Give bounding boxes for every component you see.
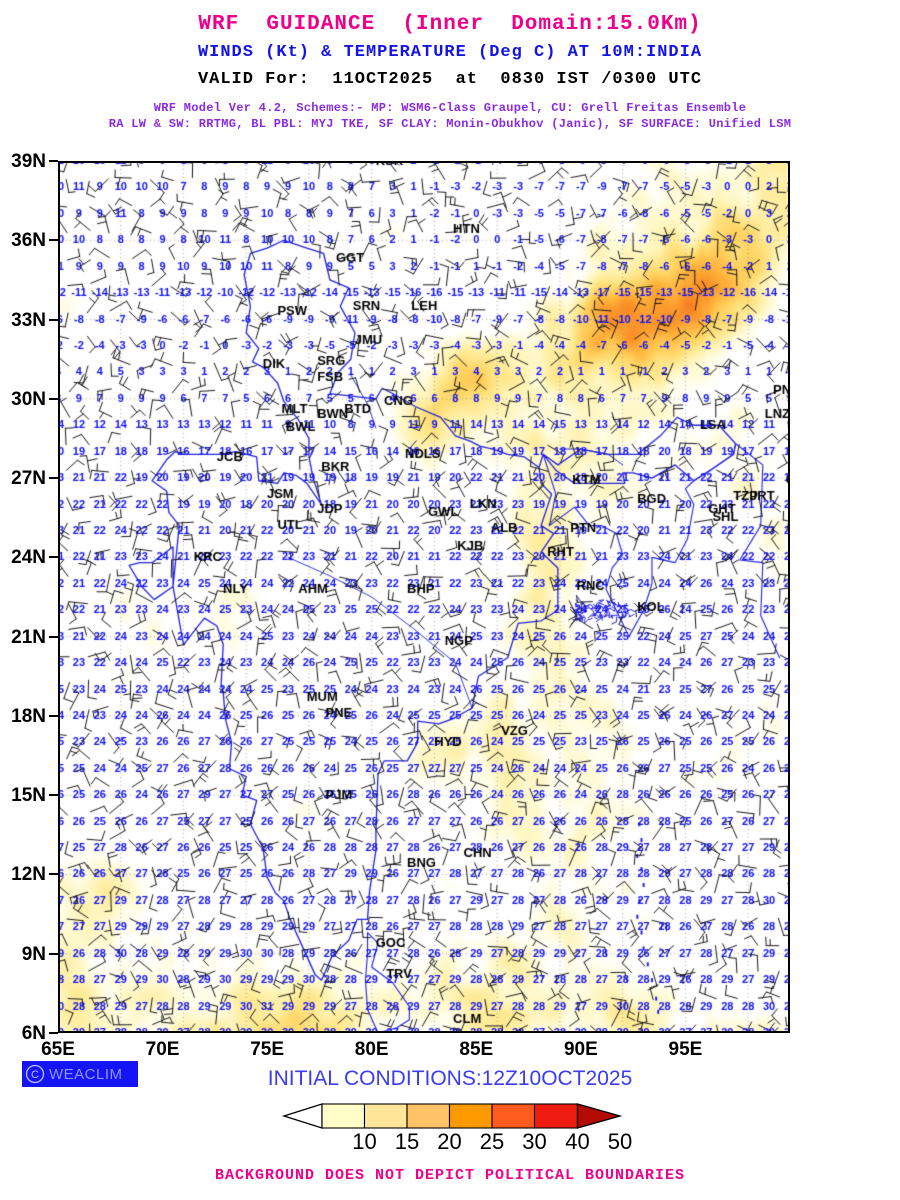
svg-text:25: 25 <box>480 1129 504 1153</box>
svg-text:15: 15 <box>395 1129 419 1153</box>
svg-text:30: 30 <box>522 1129 546 1153</box>
svg-text:50: 50 <box>608 1129 632 1153</box>
svg-text:40: 40 <box>565 1129 589 1153</box>
svg-text:10: 10 <box>352 1129 376 1153</box>
svg-text:20: 20 <box>437 1129 461 1153</box>
